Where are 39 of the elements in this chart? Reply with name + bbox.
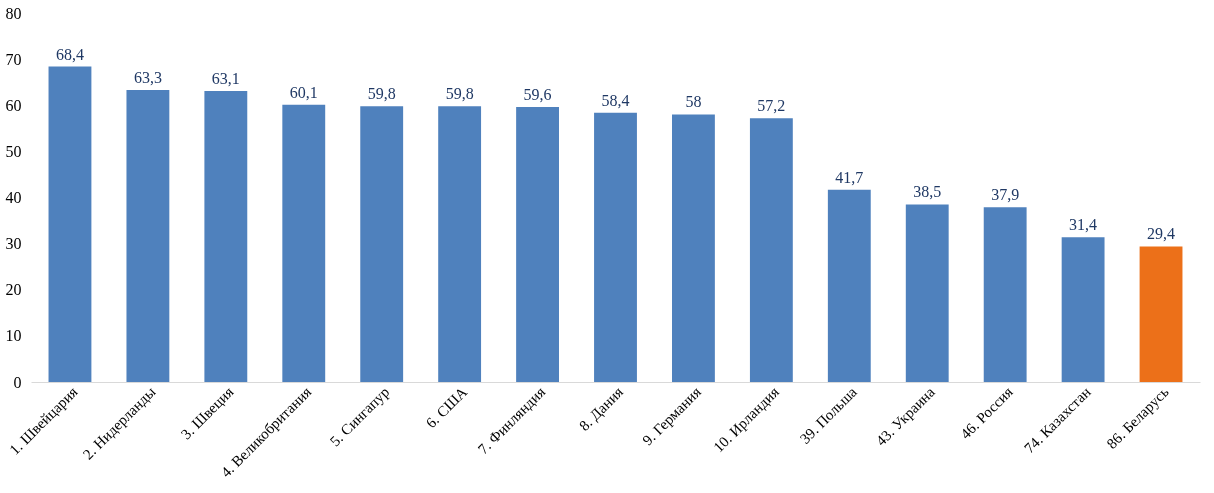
data-label: 59,8 (445, 85, 474, 103)
bar (126, 90, 170, 382)
y-tick-label: 20 (5, 281, 22, 299)
y-tick-label: 60 (5, 96, 22, 114)
bar (1139, 246, 1183, 382)
bar (749, 118, 793, 382)
y-tick-label: 0 (13, 373, 22, 391)
bar (827, 189, 871, 382)
y-tick-label: 50 (5, 142, 22, 160)
bar (48, 66, 92, 382)
bar (594, 112, 637, 382)
y-tick-label: 80 (5, 4, 22, 22)
data-label: 68,4 (55, 45, 84, 63)
bar (282, 104, 326, 382)
y-tick-label: 70 (5, 50, 22, 68)
data-label: 31,4 (1069, 216, 1098, 234)
y-tick-label: 30 (5, 235, 22, 253)
data-label: 59,6 (523, 86, 552, 104)
data-label: 59,8 (367, 85, 396, 103)
bar (983, 207, 1027, 382)
bar (516, 107, 559, 382)
data-label: 60,1 (289, 83, 318, 101)
bar (672, 114, 715, 382)
y-tick-label: 10 (5, 327, 22, 345)
y-tick-label: 40 (5, 189, 22, 206)
data-label: 63,1 (211, 69, 240, 87)
data-label: 57,2 (757, 97, 786, 115)
bar (360, 106, 404, 382)
data-label: 63,3 (133, 69, 162, 87)
data-label: 41,7 (835, 168, 864, 186)
bar (204, 90, 248, 382)
data-label: 38,5 (913, 183, 942, 201)
data-label: 58 (685, 93, 702, 111)
bar (438, 106, 482, 382)
data-label: 29,4 (1147, 225, 1176, 243)
bar (905, 204, 949, 382)
bar (1061, 237, 1105, 382)
data-label: 37,9 (991, 186, 1020, 204)
data-label: 58,4 (601, 91, 630, 109)
